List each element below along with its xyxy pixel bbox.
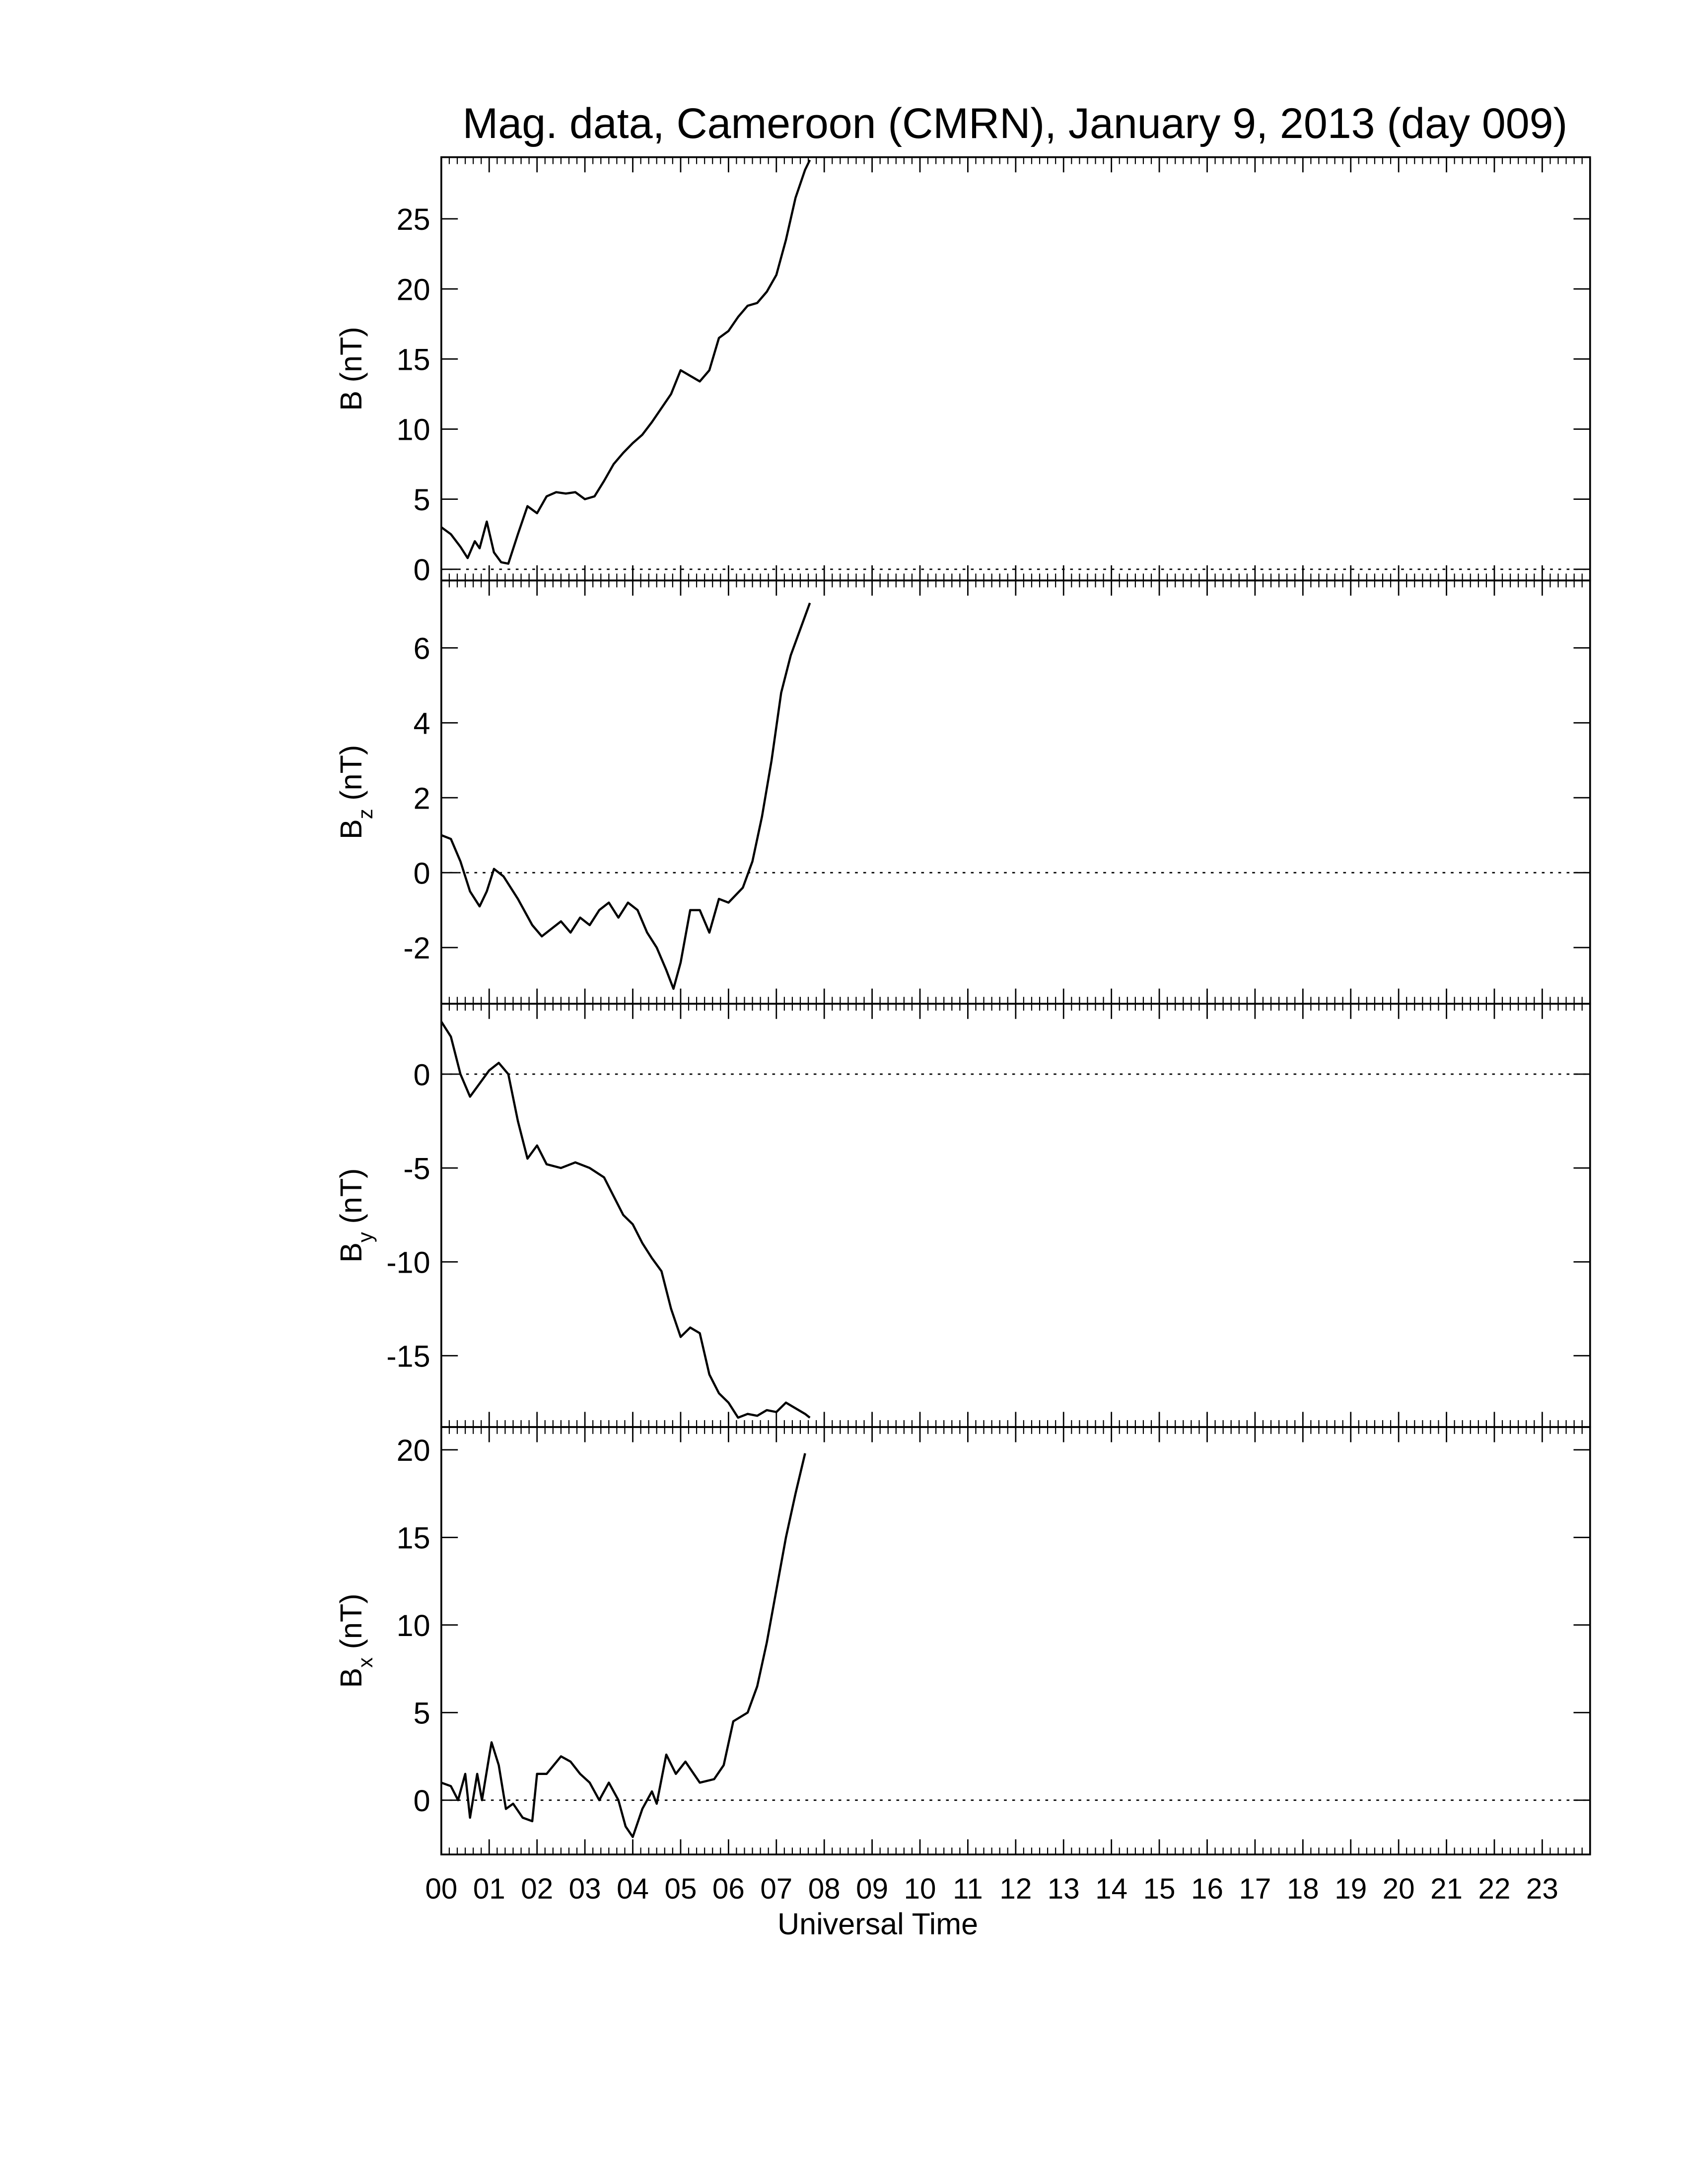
x-tick-label: 06 bbox=[712, 1873, 745, 1905]
y-label-unit: (nT) bbox=[334, 1168, 368, 1224]
y-label-main: B bbox=[334, 1242, 368, 1263]
y-label-sub: y bbox=[353, 1232, 377, 1242]
y-tick-label: 0 bbox=[414, 856, 430, 890]
x-tick-label: 11 bbox=[953, 1873, 983, 1905]
x-tick-label: 21 bbox=[1430, 1873, 1463, 1905]
y-tick-label: -2 bbox=[403, 931, 430, 965]
y-tick-label: 15 bbox=[397, 1521, 430, 1555]
y-tick-label: 6 bbox=[414, 632, 430, 666]
y-tick-label: 20 bbox=[397, 273, 430, 306]
data-line bbox=[440, 159, 811, 565]
y-label-unit: (nT) bbox=[334, 745, 368, 801]
x-tick-label: 05 bbox=[665, 1873, 697, 1905]
y-tick-label: -15 bbox=[386, 1340, 430, 1373]
x-tick-label: 03 bbox=[569, 1873, 601, 1905]
x-tick-label: 02 bbox=[521, 1873, 553, 1905]
y-tick-label: 20 bbox=[397, 1433, 430, 1467]
y-tick-label: 15 bbox=[397, 343, 430, 377]
x-tick-label: 01 bbox=[473, 1873, 505, 1905]
data-line bbox=[440, 1021, 811, 1419]
x-tick-label: 09 bbox=[856, 1873, 888, 1905]
x-tick-label: 14 bbox=[1095, 1873, 1127, 1905]
y-axis-label: Bz (nT) bbox=[334, 745, 377, 839]
y-tick-label: 0 bbox=[414, 553, 430, 587]
chart-title: Mag. data, Cameroon (CMRN), January 9, 2… bbox=[463, 100, 1568, 147]
x-tick-label: 12 bbox=[999, 1873, 1032, 1905]
x-tick-label: 23 bbox=[1526, 1873, 1558, 1905]
y-tick-label: 25 bbox=[397, 203, 430, 236]
y-axis-label: By (nT) bbox=[334, 1168, 377, 1262]
y-tick-label: 4 bbox=[414, 706, 430, 740]
y-tick-label: -5 bbox=[403, 1152, 430, 1185]
y-label-main: B bbox=[334, 819, 368, 839]
y-label-sub: x bbox=[353, 1657, 377, 1668]
y-axis-label: B (nT) bbox=[334, 327, 368, 410]
y-tick-label: 10 bbox=[397, 1609, 430, 1642]
y-tick-label: 0 bbox=[414, 1058, 430, 1092]
x-tick-label: 15 bbox=[1143, 1873, 1176, 1905]
y-label-unit: (nT) bbox=[334, 1593, 368, 1649]
y-tick-label: 0 bbox=[414, 1784, 430, 1818]
y-label-sub: z bbox=[353, 809, 377, 819]
y-tick-label: 5 bbox=[414, 483, 430, 517]
x-tick-label: 00 bbox=[425, 1873, 457, 1905]
y-label-main: B bbox=[334, 1668, 368, 1688]
y-axis-label: Bx (nT) bbox=[334, 1593, 377, 1688]
x-tick-label: 18 bbox=[1287, 1873, 1319, 1905]
x-tick-label: 04 bbox=[617, 1873, 649, 1905]
x-tick-label: 22 bbox=[1478, 1873, 1511, 1905]
data-line bbox=[441, 602, 811, 990]
data-line bbox=[441, 1453, 806, 1839]
x-tick-label: 10 bbox=[904, 1873, 936, 1905]
y-tick-label: 5 bbox=[414, 1696, 430, 1730]
y-tick-label: 10 bbox=[397, 413, 430, 447]
x-tick-label: 13 bbox=[1048, 1873, 1080, 1905]
y-tick-label: 2 bbox=[414, 781, 430, 815]
x-tick-label: 07 bbox=[760, 1873, 792, 1905]
x-tick-label: 17 bbox=[1239, 1873, 1271, 1905]
y-label-unit: (nT) bbox=[334, 327, 368, 382]
y-tick-label: -10 bbox=[386, 1245, 430, 1279]
x-tick-label: 19 bbox=[1335, 1873, 1367, 1905]
x-axis-label: Universal Time bbox=[777, 1907, 978, 1941]
x-tick-label: 08 bbox=[808, 1873, 841, 1905]
x-tick-label: 20 bbox=[1383, 1873, 1415, 1905]
x-tick-label: 16 bbox=[1191, 1873, 1223, 1905]
y-label-main: B bbox=[334, 391, 368, 411]
